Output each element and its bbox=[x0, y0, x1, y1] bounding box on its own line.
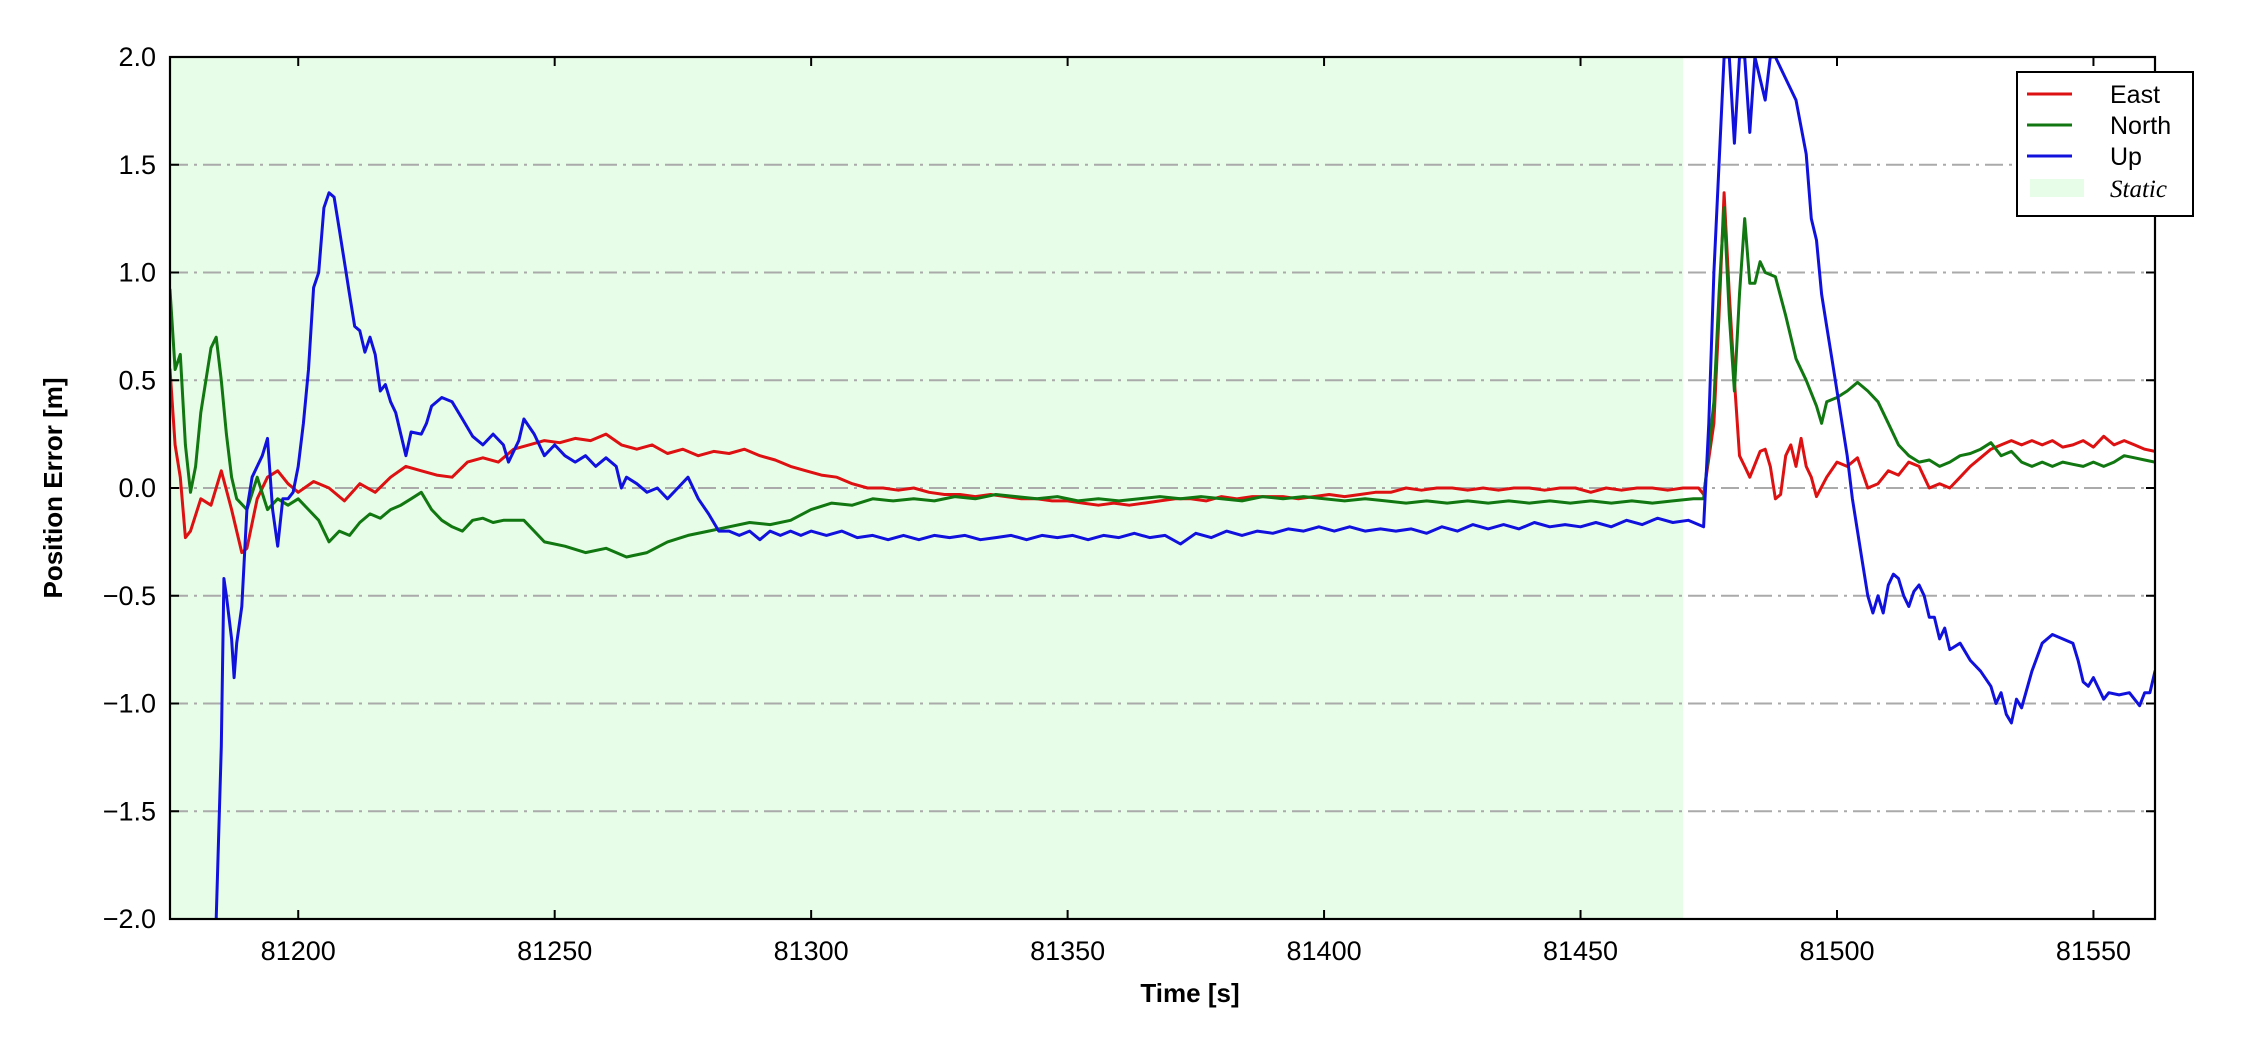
y-tick-label: 0.5 bbox=[118, 365, 156, 395]
x-tick-label: 81350 bbox=[1030, 936, 1105, 966]
y-tick-label: 1.5 bbox=[118, 150, 156, 180]
legend-swatch-static bbox=[2030, 179, 2084, 197]
y-tick-label: −0.5 bbox=[103, 581, 156, 611]
legend-label-static: Static bbox=[2110, 176, 2167, 203]
series-line-east bbox=[170, 191, 2155, 555]
legend-label-north: North bbox=[2110, 112, 2171, 140]
x-tick-label: 81550 bbox=[2056, 936, 2131, 966]
series-line-up bbox=[214, 57, 2155, 919]
y-tick-label: −1.5 bbox=[103, 796, 156, 826]
x-axis-ticks: 81200 81250 81300 81350 81400 81450 81500 81550 bbox=[261, 57, 2131, 966]
y-tick-label: −2.0 bbox=[103, 904, 156, 934]
y-axis-ticks: −2.0 −1.5 −1.0 −0.5 0.0 0.5 1.0 1.5 2.0 bbox=[103, 42, 2155, 934]
y-tick-label: 2.0 bbox=[118, 42, 156, 72]
y-tick-label: −1.0 bbox=[103, 689, 156, 719]
series-line-north bbox=[170, 206, 2155, 559]
legend-label-east: East bbox=[2110, 81, 2160, 109]
x-tick-label: 81400 bbox=[1287, 936, 1362, 966]
y-axis-label: Position Error [m] bbox=[38, 377, 68, 598]
y-tick-label: 0.0 bbox=[118, 473, 156, 503]
y-tick-label: 1.0 bbox=[118, 258, 156, 288]
x-tick-label: 81450 bbox=[1543, 936, 1618, 966]
series-lines bbox=[170, 57, 2155, 919]
x-tick-label: 81250 bbox=[517, 936, 592, 966]
legend: East North Up Static bbox=[2016, 71, 2194, 217]
x-tick-label: 81200 bbox=[261, 936, 336, 966]
y-grid-lines bbox=[170, 163, 2155, 813]
x-axis-label: Time [s] bbox=[1140, 978, 1239, 1008]
legend-label-up: Up bbox=[2110, 143, 2142, 171]
x-tick-label: 81300 bbox=[774, 936, 849, 966]
x-tick-label: 81500 bbox=[1799, 936, 1874, 966]
